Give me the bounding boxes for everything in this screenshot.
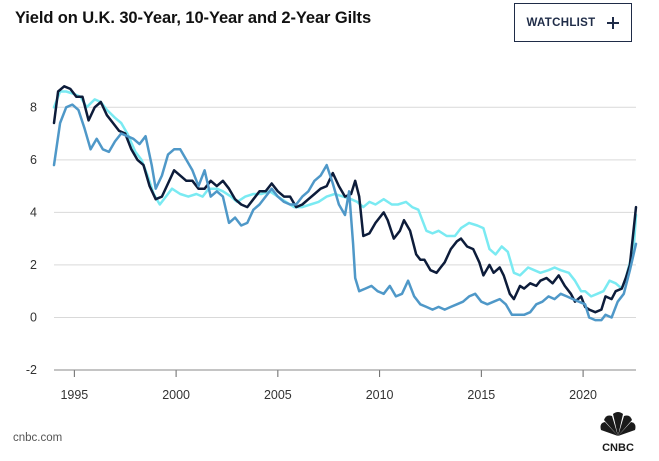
x-tick-label: 2000 bbox=[162, 388, 190, 402]
chart-grid bbox=[54, 106, 636, 371]
x-tick-label: 2020 bbox=[569, 388, 597, 402]
x-tick-label: 2005 bbox=[264, 388, 292, 402]
cnbc-logo-text: CNBC bbox=[602, 442, 634, 453]
series-line-ten-year bbox=[52, 85, 638, 314]
series-line-thirty-year bbox=[52, 90, 638, 298]
chart-title: Yield on U.K. 30-Year, 10-Year and 2-Yea… bbox=[15, 9, 372, 27]
x-tick-label: 2010 bbox=[366, 388, 394, 402]
y-tick-label: 4 bbox=[30, 205, 37, 219]
plus-icon bbox=[607, 16, 620, 29]
watchlist-button[interactable]: WATCHLIST bbox=[514, 3, 632, 42]
cnbc-peacock-logo: CNBC bbox=[600, 412, 636, 453]
y-tick-label: 2 bbox=[30, 258, 37, 272]
source-credit: cnbc.com bbox=[13, 432, 63, 444]
y-tick-label: 8 bbox=[30, 100, 37, 114]
series-line-two-year bbox=[52, 103, 638, 322]
y-axis-ticks: -2 0 2 4 6 8 bbox=[26, 100, 37, 377]
x-tick-label: 2015 bbox=[467, 388, 495, 402]
y-tick-label: -2 bbox=[26, 363, 37, 377]
x-tick-label: 1995 bbox=[60, 388, 88, 402]
x-axis-ticks: 1995 2000 2005 2010 2015 2020 bbox=[54, 369, 636, 402]
y-tick-label: 0 bbox=[30, 310, 37, 324]
chart-series bbox=[52, 85, 638, 322]
y-tick-label: 6 bbox=[30, 153, 37, 167]
watchlist-button-label: WATCHLIST bbox=[526, 16, 596, 29]
